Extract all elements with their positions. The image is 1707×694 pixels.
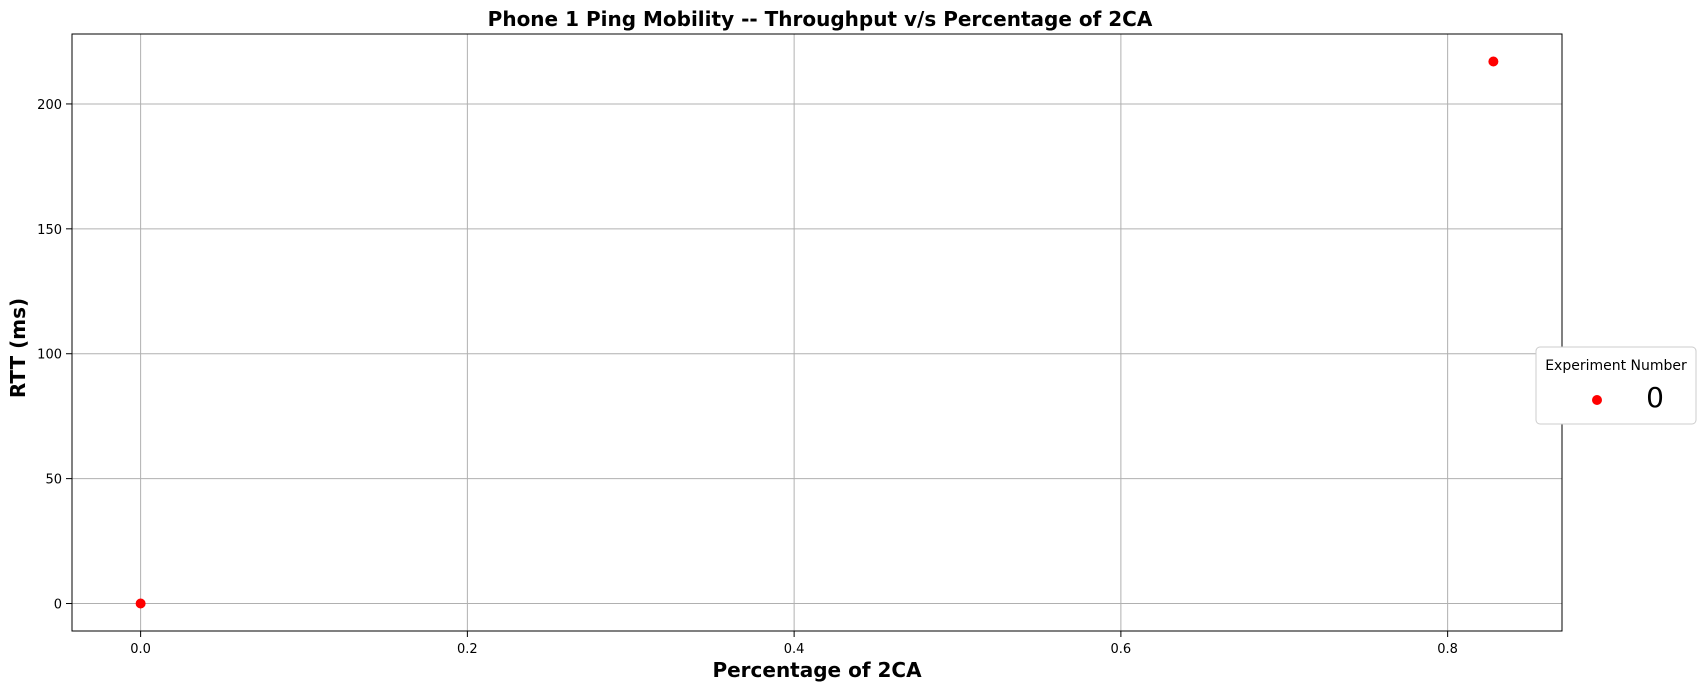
data-point [135, 598, 146, 609]
plot-frame [71, 33, 1563, 632]
legend: Experiment Number 0 [1535, 346, 1697, 425]
y-axis-label: RTT (ms) [6, 298, 30, 398]
ticks: 0.0 0.2 0.4 0.6 0.8 0 50 100 150 200 [37, 98, 1458, 657]
x-tick-label: 0.8 [1437, 642, 1458, 657]
y-tick-label: 0 [54, 598, 62, 613]
x-axis-label: Percentage of 2CA [712, 658, 922, 682]
legend-box [1535, 346, 1697, 425]
data-points [135, 56, 1499, 609]
grid [72, 34, 1562, 631]
y-tick-label: 150 [37, 223, 62, 238]
y-tick-label: 100 [37, 348, 62, 363]
x-tick-label: 0.0 [130, 642, 151, 657]
x-tick-label: 0.2 [457, 642, 478, 657]
axes [71, 33, 1563, 632]
data-point [1488, 56, 1499, 67]
y-tick-label: 50 [45, 473, 62, 488]
legend-title: Experiment Number [1545, 358, 1687, 374]
x-tick-label: 0.6 [1111, 642, 1132, 657]
chart-title: Phone 1 Ping Mobility -- Throughput v/s … [488, 7, 1153, 31]
legend-entry-label: 0 [1646, 381, 1664, 414]
legend-marker [1592, 395, 1602, 405]
x-tick-label: 0.4 [784, 642, 805, 657]
y-tick-label: 200 [37, 98, 62, 113]
